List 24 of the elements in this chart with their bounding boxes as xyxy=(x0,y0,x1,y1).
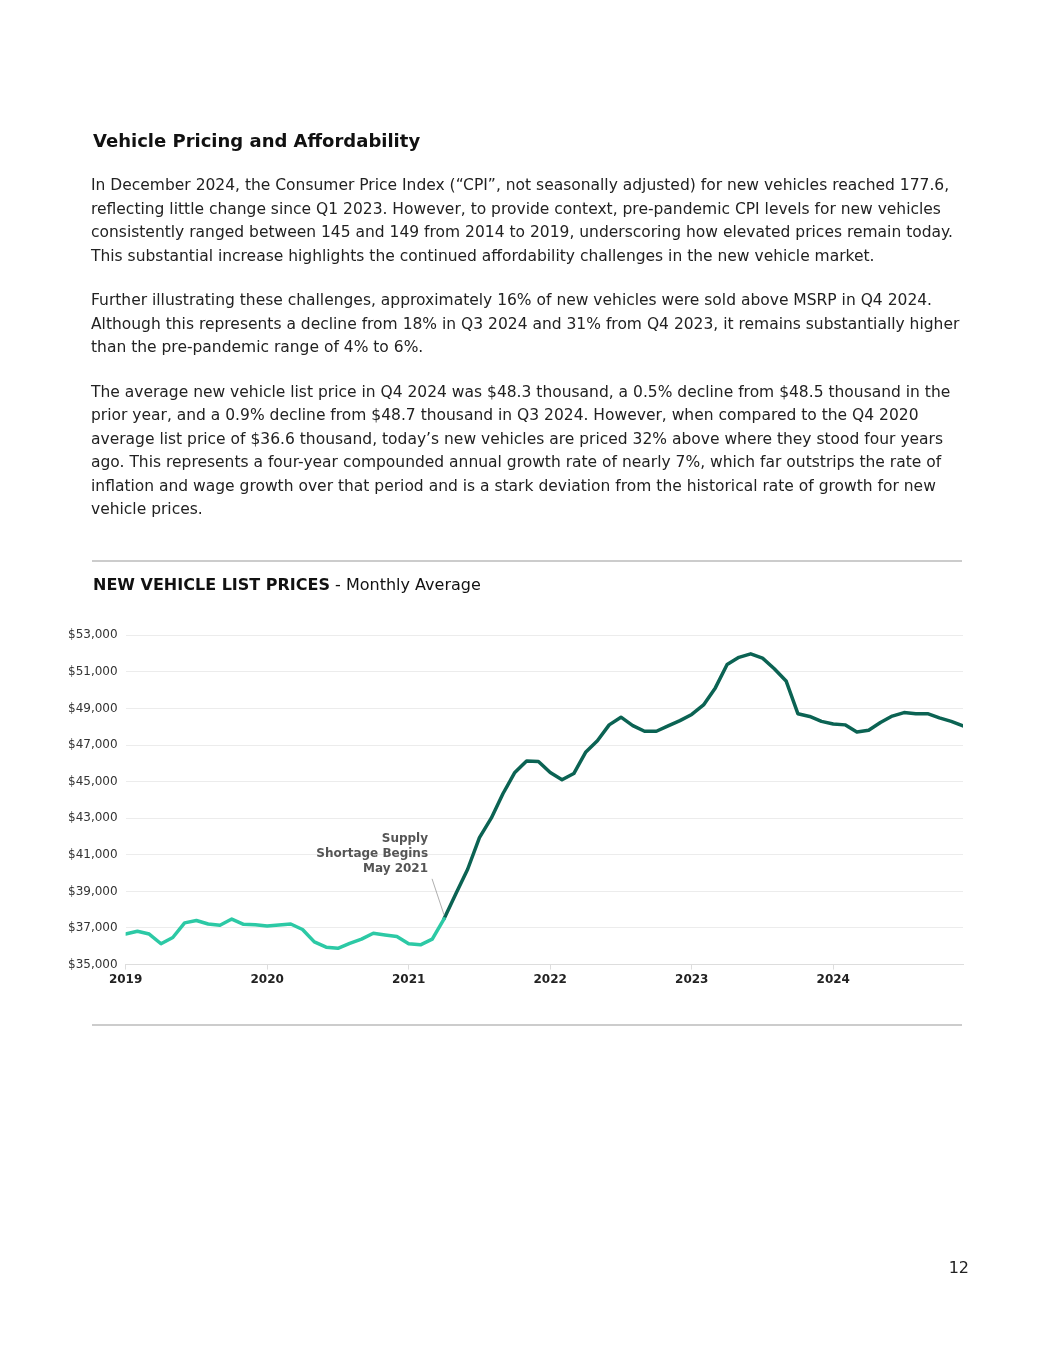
x-tick-label: 2022 xyxy=(533,971,567,986)
y-tick-label: $47,000 xyxy=(68,737,118,752)
x-tick-label: 2020 xyxy=(250,971,284,986)
x-tick-label: 2023 xyxy=(675,971,709,986)
chart-title: NEW VEHICLE LIST PRICES xyxy=(93,575,330,594)
y-tick-label: $43,000 xyxy=(68,810,118,825)
text: In December 2024, the Consumer Price Index (“CPI”, not seasonally adjusted) for new vehicles reached 177.6, reflecting little change since Q1 2023. However, to provide context, pre-pandemic CPI levels for new vehicles consistently ranged between 145 and 149 from 2014 to 2019, underscoring how elevated prices remain today. This substantial increase highlights the continued affordability challenges in the new vehicle market. xyxy=(91,175,954,267)
y-tick-label: $51,000 xyxy=(68,663,118,678)
x-tick-label: 2024 xyxy=(816,971,850,986)
y-tick-label: $39,000 xyxy=(68,883,118,898)
x-tick-label: 2019 xyxy=(108,971,143,986)
text: 12 xyxy=(948,1258,969,1277)
y-tick-label: $37,000 xyxy=(68,920,118,935)
y-tick-label: $35,000 xyxy=(68,956,118,971)
text: Vehicle Pricing and Affordability xyxy=(93,130,421,151)
text: The average new vehicle list price in Q4 2024 was $48.3 thousand, a 0.5% decline from $48.5 thousand in the prior year, and a 0.9% decline from $48.7 thousand in Q3 2024. However, when compared to the Q4 2020 average list price of $36.6 thousand, today’s new vehicles are priced 32% above where they stood four years ago. This represents a four-year compounded annual growth rate of nearly 7%, which far outstrips the rate of inflation and wage growth over that period and is a stark deviation from the historical rate of growth for new vehicle prices. xyxy=(91,381,952,520)
chart-subtitle: - Monthly Average xyxy=(335,575,481,594)
y-tick-label: $53,000 xyxy=(68,627,118,642)
text: Further illustrating these challenges, approximately 16% of new vehicles were sold above MSRP in Q4 2024. Although this represents a decline from 18% in Q3 2024 and 31% from Q4 2023, it remains substantially higher than the pre-pandemic range of 4% to 6%. xyxy=(91,290,961,358)
annotation: Supply Shortage Begins May 2021 xyxy=(316,830,429,875)
x-tick-label: 2021 xyxy=(391,971,426,986)
y-tick-label: $49,000 xyxy=(68,700,118,715)
y-tick-label: $41,000 xyxy=(68,846,118,861)
y-tick-label: $45,000 xyxy=(68,773,118,788)
